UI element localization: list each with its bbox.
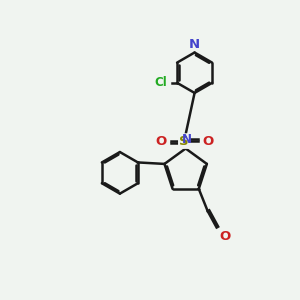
Text: Cl: Cl <box>154 76 167 89</box>
Text: O: O <box>219 230 230 244</box>
Text: O: O <box>155 135 166 148</box>
Text: N: N <box>182 133 192 146</box>
Text: S: S <box>179 135 189 148</box>
Text: N: N <box>189 38 200 51</box>
Text: O: O <box>202 135 213 148</box>
